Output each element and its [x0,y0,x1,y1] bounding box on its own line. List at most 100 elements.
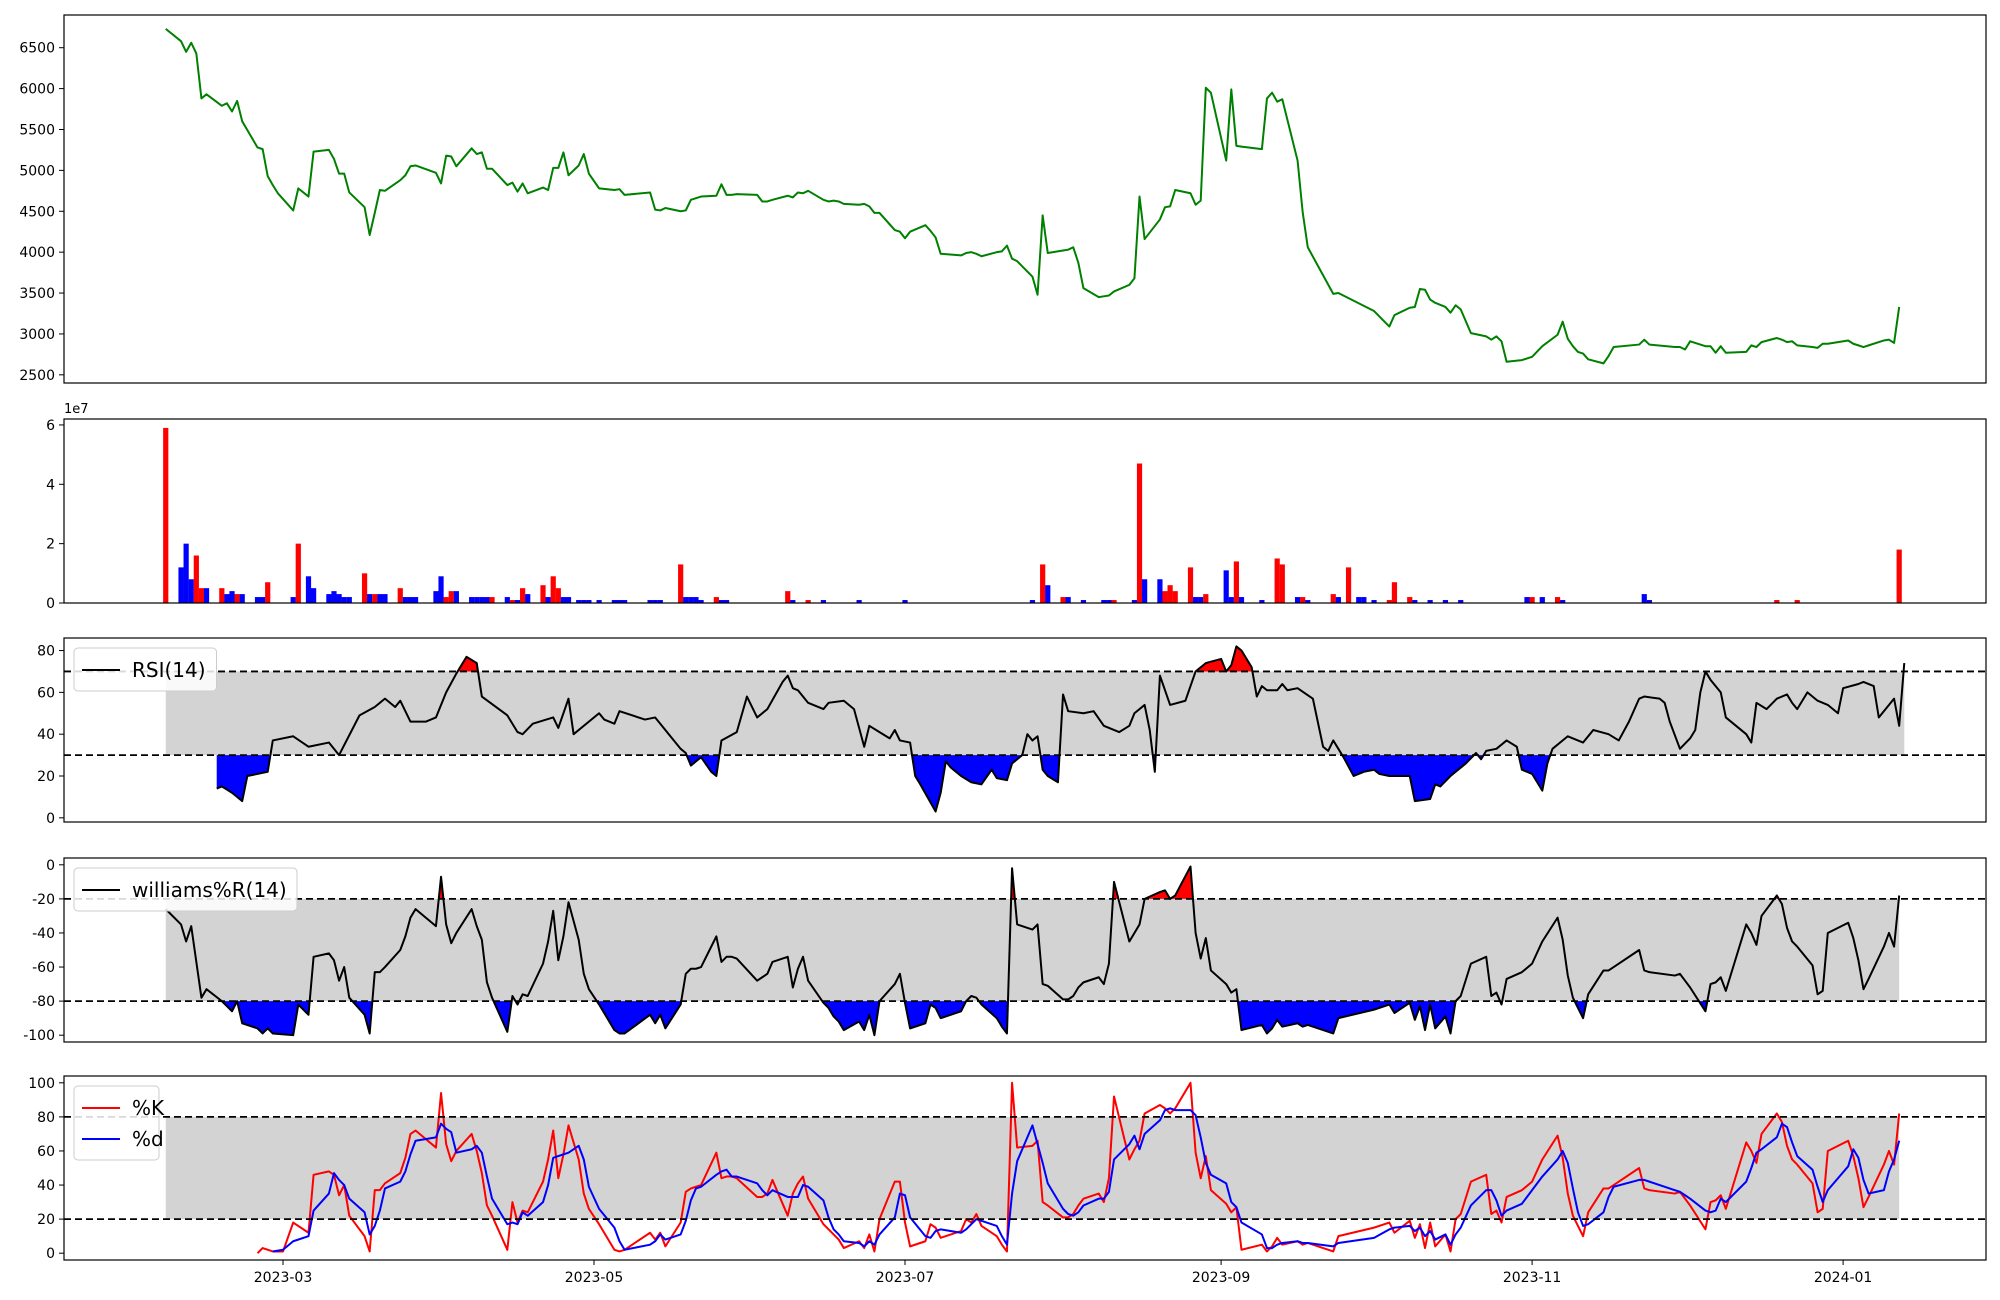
volume-bar [902,600,908,603]
legend-box [73,1085,160,1161]
volume-bar [683,597,689,603]
legend-label: %d [132,1127,164,1151]
volume-bar [331,591,337,603]
price-ytick-label: 5000 [19,163,55,179]
volume-panel: 0 2 4 6 1e7 [46,402,1987,612]
volume-bar [856,600,862,603]
rsi-panel: 0 20 40 60 80 RSI(14) [37,637,1987,827]
volume-bar [290,597,296,603]
stochastic-ytick-label: 80 [37,1110,55,1126]
volume-bar [1157,579,1163,603]
volume-bar [203,588,210,603]
stochastic-ytick-label: 20 [37,1212,55,1228]
williams-ytick-label: -60 [32,960,55,976]
volume-bar [1371,600,1377,603]
volume-bar [790,600,796,603]
stochastic-neutral-band [165,1116,1900,1220]
volume-bar [565,597,572,603]
williams-ytick-label: -100 [23,1028,55,1044]
volume-bar [1223,570,1229,603]
volume-bar [224,594,230,603]
volume-bar [1111,600,1117,603]
volume-bar [1101,600,1107,603]
volume-bar [723,600,730,603]
volume-bar [820,600,827,603]
volume-bar [407,597,414,603]
xtick-label: 2023-07 [876,1270,935,1286]
volume-bar [713,597,719,603]
rsi-neutral-band [165,671,1905,756]
volume-bar [1524,597,1530,603]
volume-bar [1361,597,1367,603]
volume-bar [1238,597,1245,603]
stochastic-series-line-1 [272,1107,1901,1253]
williams-ytick-label: -80 [32,994,55,1010]
rsi-oversold-fill [216,755,271,802]
volume-bar [1198,597,1204,603]
volume-bar [438,576,444,603]
volume-bar [678,564,684,603]
volume-bar [402,597,408,603]
volume-ytick-label: 2 [46,537,55,553]
volume-bar [1427,600,1433,603]
price-ytick-label: 2500 [19,368,55,384]
volume-bar [479,597,485,603]
volume-ytick-label: 0 [46,596,55,612]
volume-bar [397,588,403,603]
williams-oversold-fill [1237,1001,1456,1034]
volume-bar [219,588,225,603]
price-ytick-label: 4500 [19,204,55,220]
rsi-overbought-fill [457,656,479,672]
volume-bar [555,588,561,603]
volume-bar [509,600,516,603]
price-ytick-label: 6500 [19,41,55,57]
rsi-oversold-fill [1342,755,1474,802]
volume-bar [1142,579,1148,603]
volume-bar [346,597,352,603]
volume-bar [1029,600,1036,603]
volume-bar [1407,597,1413,603]
volume-bar [576,600,582,603]
rsi-ytick-label: 80 [37,644,55,660]
volume-bar [621,600,628,603]
volume-offset-label: 1e7 [64,402,89,417]
volume-bar [1106,600,1112,603]
xtick-label: 2023-09 [1192,1270,1251,1286]
volume-bar [367,594,373,603]
volume-bar [265,582,271,603]
volume-bar [484,597,490,603]
volume-bar [260,597,266,603]
volume-bar [188,579,194,603]
volume-bar [596,600,602,603]
volume-bar [1187,567,1194,603]
volume-bar [382,594,388,603]
volume-bar [1356,597,1362,603]
volume-bar [1305,600,1311,603]
legend-label: %K [132,1096,165,1120]
williams-panel: 0 -20 -40 -60 -80 -100 williams%R(14) [23,857,1987,1044]
volume-bar [234,594,240,603]
rsi-overbought-fill [1195,658,1227,672]
williams-oversold-fill [904,1001,967,1029]
legend-label: williams%R(14) [132,878,287,902]
rsi-ytick-label: 40 [37,727,55,743]
volume-bar [1391,582,1398,603]
volume-bar [1300,597,1306,603]
volume-bar [550,576,556,603]
volume-bar [469,597,475,603]
volume-bar [198,588,205,603]
price-ytick-label: 4000 [19,245,55,261]
stochastic-panel: 0 20 40 60 80 100 %K %d 2023-03 2023-05 2023-07 202… [28,1075,1987,1286]
stochastic-ytick-label: 40 [37,1178,55,1194]
volume-bar [514,600,521,603]
volume-bar [1233,561,1239,603]
williams-legend: williams%R(14) [73,867,298,912]
volume-bar [336,594,342,603]
legend-label: RSI(14) [132,658,206,682]
volume-bar [254,597,261,603]
volume-bar [1529,597,1535,603]
volume-bar [504,597,510,603]
volume-bar [1330,594,1336,603]
volume-bar [1646,600,1652,603]
